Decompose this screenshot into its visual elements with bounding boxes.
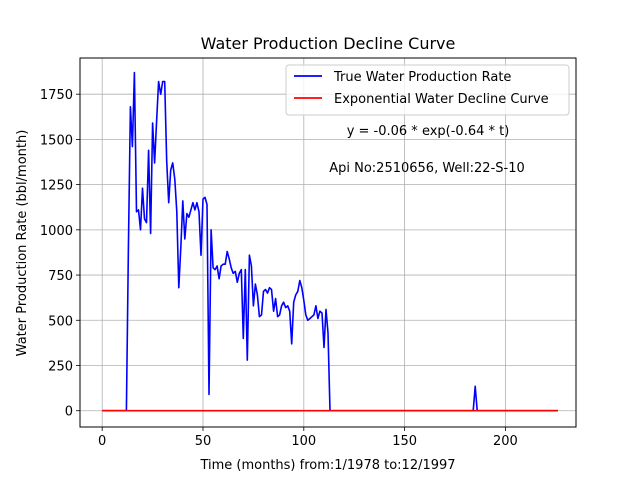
x-axis-label: Time (months) from:1/1978 to:12/1997: [199, 458, 455, 473]
x-tick-label: 200: [493, 434, 518, 449]
y-tick-label: 1250: [40, 179, 73, 194]
x-tick-label: 150: [392, 434, 417, 449]
y-tick-label: 250: [48, 360, 73, 375]
y-axis-ticks: 0 250 500 750 1000 1250 1500 1750: [40, 88, 80, 420]
y-tick-label: 1750: [40, 88, 73, 103]
well-annotation: Api No:2510656, Well:22-S-10: [329, 161, 525, 176]
plot-frame: [79, 57, 577, 428]
x-tick-label: 100: [291, 434, 316, 449]
y-tick-label: 1000: [40, 224, 73, 239]
y-tick-label: 500: [48, 314, 73, 329]
y-axis-label: Water Production Rate (bbl/month): [15, 130, 30, 357]
equation-annotation: y = -0.06 * exp(-0.64 * t): [347, 124, 510, 139]
legend: True Water Production Rate Exponential W…: [285, 64, 570, 116]
legend-box: [285, 64, 570, 116]
series-line-true-rate: [102, 71, 558, 412]
y-tick-label: 750: [48, 269, 73, 284]
x-tick-label: 50: [195, 434, 212, 449]
x-axis-ticks: 0 50 100 150 200: [98, 427, 518, 449]
chart-title: Water Production Decline Curve: [201, 34, 456, 53]
y-tick-label: 0: [65, 405, 73, 420]
series-lines: [102, 71, 558, 412]
y-tick-label: 1500: [40, 133, 73, 148]
legend-label-exponential-curve: Exponential Water Decline Curve: [334, 92, 549, 107]
legend-label-true-rate: True Water Production Rate: [333, 70, 511, 85]
x-tick-label: 0: [98, 434, 106, 449]
